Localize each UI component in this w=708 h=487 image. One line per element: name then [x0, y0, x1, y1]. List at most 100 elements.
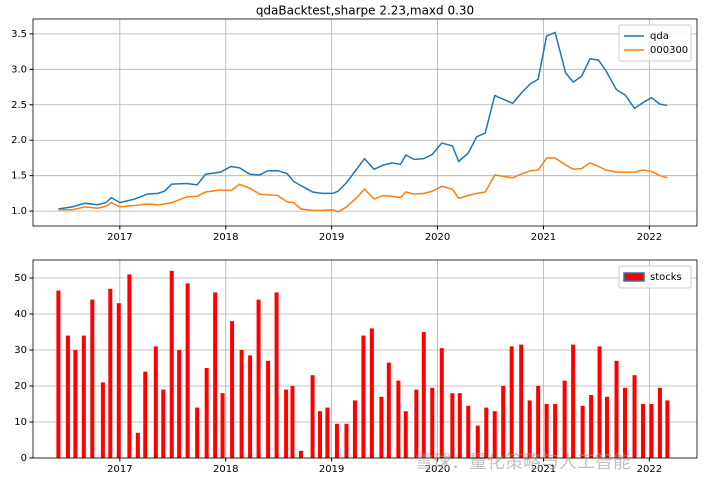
bar: [213, 292, 218, 458]
line-series: [58, 157, 668, 213]
bar: [589, 395, 594, 458]
bar: [501, 386, 506, 458]
y-tick-label: 50: [14, 273, 27, 284]
bar: [127, 274, 132, 458]
bar: [536, 386, 541, 458]
bar: [492, 411, 497, 458]
bar: [220, 393, 225, 458]
watermark: 雪球：量化策略与人工智能: [415, 452, 631, 473]
plot-frame: [32, 18, 698, 227]
bar: [450, 393, 455, 458]
bar: [386, 362, 391, 458]
bar: [230, 321, 235, 458]
bar: [403, 411, 408, 458]
bar: [484, 407, 489, 458]
legend-label: qda: [650, 31, 669, 42]
bar: [562, 380, 567, 458]
bar: [185, 283, 190, 458]
y-tick-label: 2.5: [11, 100, 27, 111]
bar: [352, 400, 357, 458]
x-tick-label: 2019: [319, 464, 344, 475]
legend-label: 000300: [650, 45, 688, 56]
legend-box: [618, 265, 692, 289]
bar: [665, 400, 670, 458]
bar: [421, 332, 426, 458]
legend-box: [618, 24, 692, 62]
y-tick-label: 10: [14, 417, 27, 428]
bar: [161, 389, 166, 458]
bar: [466, 405, 471, 458]
bar: [256, 299, 261, 458]
legend-label: stocks: [650, 272, 682, 283]
bar: [90, 299, 95, 458]
bar: [544, 404, 549, 458]
bar: [597, 346, 602, 458]
x-tick-label: 2019: [319, 232, 344, 243]
bar: [334, 423, 339, 458]
chart-title: qdaBacktest,sharpe 2.23,maxd 0.30: [256, 4, 474, 18]
bar: [649, 404, 654, 458]
bar: [239, 350, 244, 458]
bar: [379, 396, 384, 458]
bar: [153, 346, 158, 458]
bar: [509, 346, 514, 458]
x-tick-label: 2022: [637, 464, 662, 475]
plot-frame: [32, 259, 698, 459]
bar: [632, 375, 637, 458]
x-tick-label: 2017: [107, 232, 132, 243]
bar: [457, 393, 462, 458]
bar: [143, 371, 148, 458]
bar: [430, 387, 435, 458]
bar: [284, 389, 289, 458]
bar: [100, 382, 105, 458]
x-tick-label: 2018: [213, 464, 238, 475]
bar: [361, 335, 366, 458]
bar: [317, 411, 322, 458]
bar: [310, 375, 315, 458]
y-tick-label: 3.5: [11, 29, 27, 40]
bar: [108, 288, 113, 458]
bar: [369, 328, 374, 458]
legend-swatch: [623, 272, 645, 282]
x-tick-label: 2018: [213, 232, 238, 243]
bar: [248, 355, 253, 458]
bar: [527, 400, 532, 458]
y-tick-label: 1.0: [11, 206, 27, 217]
bar: [344, 423, 349, 458]
bar: [73, 350, 78, 458]
bar: [571, 344, 576, 458]
bar: [553, 404, 558, 458]
bar: [177, 350, 182, 458]
x-tick-label: 2017: [107, 464, 132, 475]
bar: [396, 380, 401, 458]
x-tick-label: 2021: [531, 464, 556, 475]
bar: [298, 450, 303, 458]
bar: [169, 270, 174, 458]
y-tick-label: 1.5: [11, 171, 27, 182]
x-tick-label: 2020: [425, 464, 450, 475]
bar: [290, 386, 295, 458]
bar: [325, 407, 330, 458]
y-tick-label: 30: [14, 345, 27, 356]
bar: [614, 360, 619, 458]
bar: [640, 404, 645, 458]
x-tick-label: 2022: [637, 232, 662, 243]
bar: [475, 425, 480, 458]
bar: [519, 344, 524, 458]
bar: [135, 432, 140, 458]
bar: [657, 387, 662, 458]
bar: [622, 387, 627, 458]
bar: [439, 348, 444, 458]
bar: [274, 292, 279, 458]
bar: [266, 360, 271, 458]
bar: [604, 396, 609, 458]
y-tick-label: 0: [21, 453, 27, 464]
line-series: [58, 31, 668, 210]
y-tick-label: 40: [14, 309, 27, 320]
x-tick-label: 2021: [531, 232, 556, 243]
bar: [65, 335, 70, 458]
bar: [414, 389, 419, 458]
bar: [204, 368, 209, 458]
x-tick-label: 2020: [425, 232, 450, 243]
